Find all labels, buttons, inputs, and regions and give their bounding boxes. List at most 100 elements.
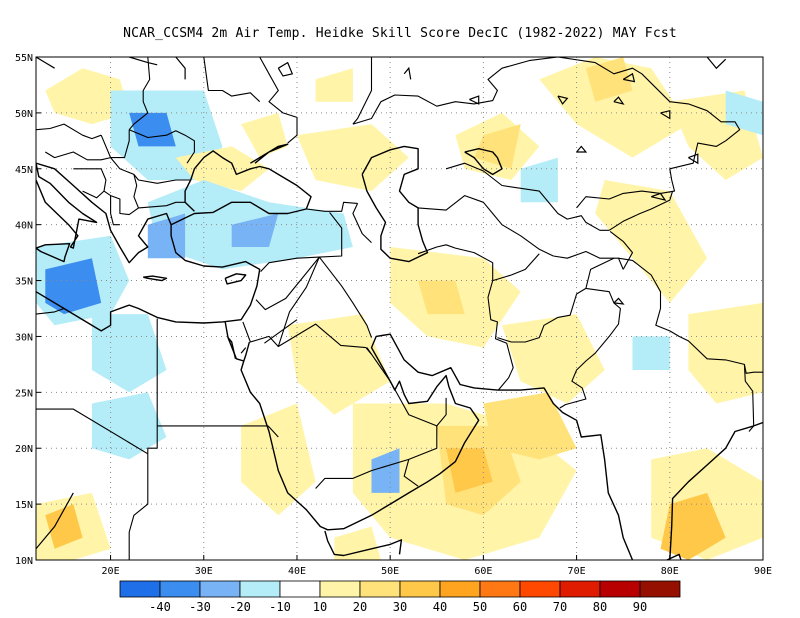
colorbar-swatch xyxy=(159,580,201,598)
y-tick-label: 55N xyxy=(15,53,33,64)
y-tick-label: 35N xyxy=(15,277,33,288)
skill-patch xyxy=(297,124,409,192)
island-outline xyxy=(36,57,55,69)
island-outline xyxy=(277,61,294,77)
country-border xyxy=(36,408,149,455)
colorbar-label: 60 xyxy=(513,600,527,614)
colorbar-swatch xyxy=(119,580,161,598)
skill-patch xyxy=(632,336,670,370)
coastline xyxy=(143,275,168,282)
colorbar-swatch xyxy=(479,580,521,598)
island-outline xyxy=(403,66,412,80)
colorbar-label: 20 xyxy=(353,600,367,614)
skill-patch xyxy=(688,302,763,404)
colorbar-label: 30 xyxy=(393,600,407,614)
colorbar-swatch xyxy=(599,580,641,598)
skill-patch xyxy=(241,112,288,158)
colorbar-label: 40 xyxy=(433,600,447,614)
island-outline xyxy=(613,297,625,305)
colorbar-label: 50 xyxy=(473,600,487,614)
country-border xyxy=(315,458,409,489)
y-tick-label: 25N xyxy=(15,388,33,399)
country-border xyxy=(147,318,158,454)
colorbar: -40 -30 -20 -10 10 20 30 40 50 60 70 80 90 xyxy=(119,580,681,614)
country-border xyxy=(352,57,741,209)
coastline xyxy=(243,341,251,362)
colorbar-label: -10 xyxy=(269,600,291,614)
country-border xyxy=(418,195,554,257)
skill-patch xyxy=(520,157,558,203)
y-tick-label: 10N xyxy=(15,556,33,567)
skill-patch xyxy=(129,112,176,147)
island-outline xyxy=(660,109,671,120)
country-border xyxy=(417,244,514,391)
coastline xyxy=(36,242,71,263)
country-border xyxy=(318,256,373,338)
x-tick-label: 40E xyxy=(288,566,306,577)
coastline xyxy=(250,143,289,164)
country-border xyxy=(609,230,634,270)
country-border xyxy=(352,203,372,243)
y-tick-label: 30N xyxy=(15,332,33,343)
colorbar-swatch xyxy=(319,580,361,598)
coastline-layer xyxy=(36,57,763,560)
x-tick-label: 80E xyxy=(661,566,679,577)
skill-patch xyxy=(502,314,605,404)
country-border xyxy=(306,201,358,212)
colorbar-label: 10 xyxy=(313,600,327,614)
island-outline xyxy=(240,347,247,354)
country-border xyxy=(608,190,674,231)
country-border xyxy=(259,57,298,144)
coastline xyxy=(361,145,429,263)
country-border xyxy=(436,397,447,427)
coastline xyxy=(36,163,98,249)
x-tick-label: 60E xyxy=(474,566,492,577)
x-tick-label: 50E xyxy=(381,566,399,577)
skill-patch xyxy=(660,492,726,560)
coastline xyxy=(324,530,403,557)
coastline xyxy=(669,421,763,560)
country-border xyxy=(497,257,615,343)
colorbar-swatch xyxy=(239,580,281,598)
coastline xyxy=(227,337,237,359)
x-tick-label: 30E xyxy=(195,566,213,577)
colorbar-label: -40 xyxy=(149,600,171,614)
skill-patch xyxy=(45,504,83,549)
skill-patch xyxy=(315,68,353,102)
skill-patch xyxy=(231,213,279,247)
skill-patch xyxy=(595,180,708,303)
x-tick-label: 90E xyxy=(754,566,772,577)
skill-patch xyxy=(474,124,521,169)
country-border xyxy=(110,195,120,226)
y-tick-label: 20N xyxy=(15,444,33,455)
colorbar-swatch xyxy=(559,580,601,598)
colorbar-swatch xyxy=(639,580,681,598)
island-outline xyxy=(688,153,699,165)
skill-patch xyxy=(446,448,493,493)
skill-patch xyxy=(147,213,186,259)
coastline xyxy=(464,147,503,176)
country-border xyxy=(36,307,65,315)
colorbar-swatch xyxy=(359,580,401,598)
skill-score-fill-layer xyxy=(36,57,763,560)
country-border xyxy=(36,123,102,140)
skill-patch xyxy=(45,68,130,125)
coastline xyxy=(224,273,247,285)
country-border xyxy=(743,364,755,432)
border-layer xyxy=(36,57,763,560)
coastline xyxy=(36,162,172,264)
skill-patch xyxy=(483,392,577,460)
country-border xyxy=(278,323,372,355)
island-outline xyxy=(650,192,667,202)
country-border xyxy=(352,57,373,125)
y-tick-label: 45N xyxy=(15,165,33,176)
colorbar-label: -20 xyxy=(229,600,251,614)
colorbar-label: -30 xyxy=(189,600,211,614)
colorbar-swatch xyxy=(199,580,241,598)
country-border xyxy=(255,256,320,311)
coastline xyxy=(184,150,312,212)
island-outline xyxy=(613,96,625,105)
country-border xyxy=(100,134,191,184)
y-tick-label: 50N xyxy=(15,109,33,120)
